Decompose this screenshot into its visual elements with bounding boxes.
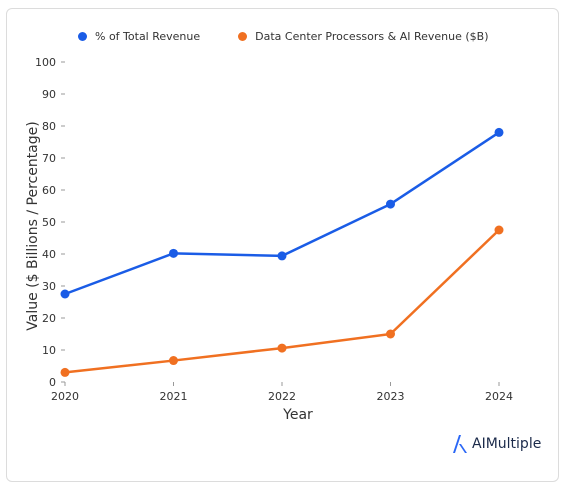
legend-label-series-2: Data Center Processors & AI Revenue ($B) bbox=[255, 30, 489, 43]
aimultiple-logo: AIMultiple bbox=[452, 433, 541, 455]
y-tick-label-0: 0 bbox=[49, 376, 56, 389]
y-axis-title: Value ($ Billions / Percentage) bbox=[25, 121, 41, 330]
y-tick-label-10: 10 bbox=[42, 344, 56, 357]
data-point-series-1-2020[interactable] bbox=[60, 289, 70, 299]
data-point-series-2-2022[interactable] bbox=[277, 343, 287, 353]
data-point-series-2-2023[interactable] bbox=[386, 329, 395, 339]
data-point-series-2-2020[interactable] bbox=[60, 367, 70, 377]
y-tick-label-70: 70 bbox=[42, 152, 56, 165]
x-tick-label-2022: 2022 bbox=[268, 390, 296, 403]
y-tick-label-90: 90 bbox=[42, 88, 56, 101]
x-tick-label-2021: 2021 bbox=[160, 390, 188, 403]
y-tick-label-50: 50 bbox=[42, 216, 56, 229]
y-tick-label-100: 100 bbox=[35, 56, 56, 69]
data-point-series-1-2021[interactable] bbox=[169, 248, 178, 258]
legend-marker-series-2 bbox=[238, 32, 248, 41]
data-point-series-2-2021[interactable] bbox=[169, 356, 178, 366]
y-tick-label-40: 40 bbox=[42, 248, 56, 261]
legend-marker-series-1 bbox=[78, 32, 87, 41]
logo-text: AIMultiple bbox=[472, 436, 542, 452]
legend-item-series-2[interactable]: Data Center Processors & AI Revenue ($B) bbox=[238, 30, 489, 43]
x-tick-label-2020: 2020 bbox=[51, 390, 79, 403]
series-line-1 bbox=[64, 131, 500, 296]
chart-legend: % of Total Revenue Data Center Processor… bbox=[78, 30, 527, 43]
data-point-series-2-2024[interactable] bbox=[494, 225, 504, 235]
data-point-series-1-2023[interactable] bbox=[386, 199, 395, 209]
data-point-series-1-2024[interactable] bbox=[494, 127, 504, 137]
y-tick-label-30: 30 bbox=[42, 280, 56, 293]
legend-item-series-1[interactable]: % of Total Revenue bbox=[78, 30, 200, 43]
y-tick-label-20: 20 bbox=[42, 312, 56, 325]
y-tick-label-60: 60 bbox=[42, 184, 56, 197]
x-tick-label-2024: 2024 bbox=[485, 390, 513, 403]
aimultiple-logo-icon bbox=[453, 435, 467, 453]
chart-card bbox=[6, 8, 559, 482]
y-tick-label-80: 80 bbox=[42, 120, 56, 133]
x-tick-label-2023: 2023 bbox=[377, 390, 405, 403]
legend-label-series-1: % of Total Revenue bbox=[95, 30, 201, 43]
data-point-series-1-2022[interactable] bbox=[277, 251, 287, 261]
x-axis-title: Year bbox=[282, 407, 313, 423]
